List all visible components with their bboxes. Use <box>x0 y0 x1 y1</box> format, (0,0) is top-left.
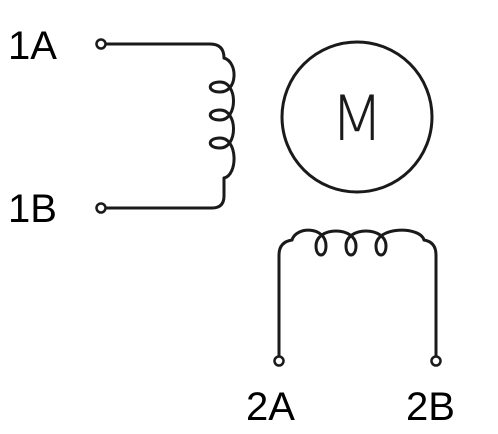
label-1b: 1B <box>8 187 57 231</box>
coil-2-right-lead <box>422 238 438 358</box>
coil-2-left-lead <box>277 238 294 358</box>
label-1a: 1A <box>8 24 57 68</box>
motor-letter: M <box>330 82 384 155</box>
coil-1-bottom-lead <box>102 176 226 210</box>
terminal-2a[interactable] <box>273 355 285 367</box>
coil-2-winding <box>290 228 426 257</box>
terminal-1a[interactable] <box>95 38 107 50</box>
label-2b: 2B <box>406 385 455 429</box>
coil-1 <box>102 42 236 210</box>
terminal-1b[interactable] <box>95 202 107 214</box>
motor-symbol: M <box>280 40 434 194</box>
label-2a: 2A <box>246 385 295 429</box>
terminal-2b[interactable] <box>430 355 442 367</box>
motor-circle <box>280 40 434 194</box>
coil-1-winding <box>208 56 236 180</box>
coil-1-top-lead <box>102 42 226 60</box>
coil-2 <box>277 228 438 358</box>
